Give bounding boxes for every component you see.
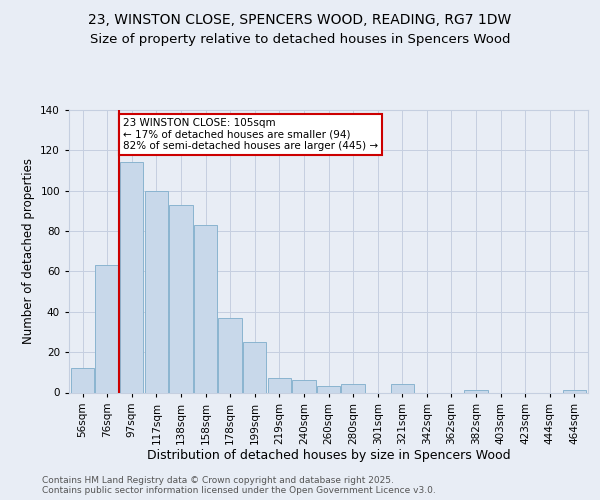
Bar [268,378,291,392]
Bar [145,190,168,392]
Text: Contains HM Land Registry data © Crown copyright and database right 2025.
Contai: Contains HM Land Registry data © Crown c… [42,476,436,495]
Bar [391,384,414,392]
Bar [563,390,586,392]
Bar [194,225,217,392]
Text: Size of property relative to detached houses in Spencers Wood: Size of property relative to detached ho… [90,32,510,46]
Bar [464,390,488,392]
Bar [71,368,94,392]
Bar [341,384,365,392]
Bar [292,380,316,392]
Bar [317,386,340,392]
Bar [120,162,143,392]
X-axis label: Distribution of detached houses by size in Spencers Wood: Distribution of detached houses by size … [146,449,511,462]
Y-axis label: Number of detached properties: Number of detached properties [22,158,35,344]
Bar [218,318,242,392]
Bar [169,205,193,392]
Bar [95,266,119,392]
Bar [243,342,266,392]
Text: 23, WINSTON CLOSE, SPENCERS WOOD, READING, RG7 1DW: 23, WINSTON CLOSE, SPENCERS WOOD, READIN… [88,12,512,26]
Text: 23 WINSTON CLOSE: 105sqm
← 17% of detached houses are smaller (94)
82% of semi-d: 23 WINSTON CLOSE: 105sqm ← 17% of detach… [123,118,378,152]
